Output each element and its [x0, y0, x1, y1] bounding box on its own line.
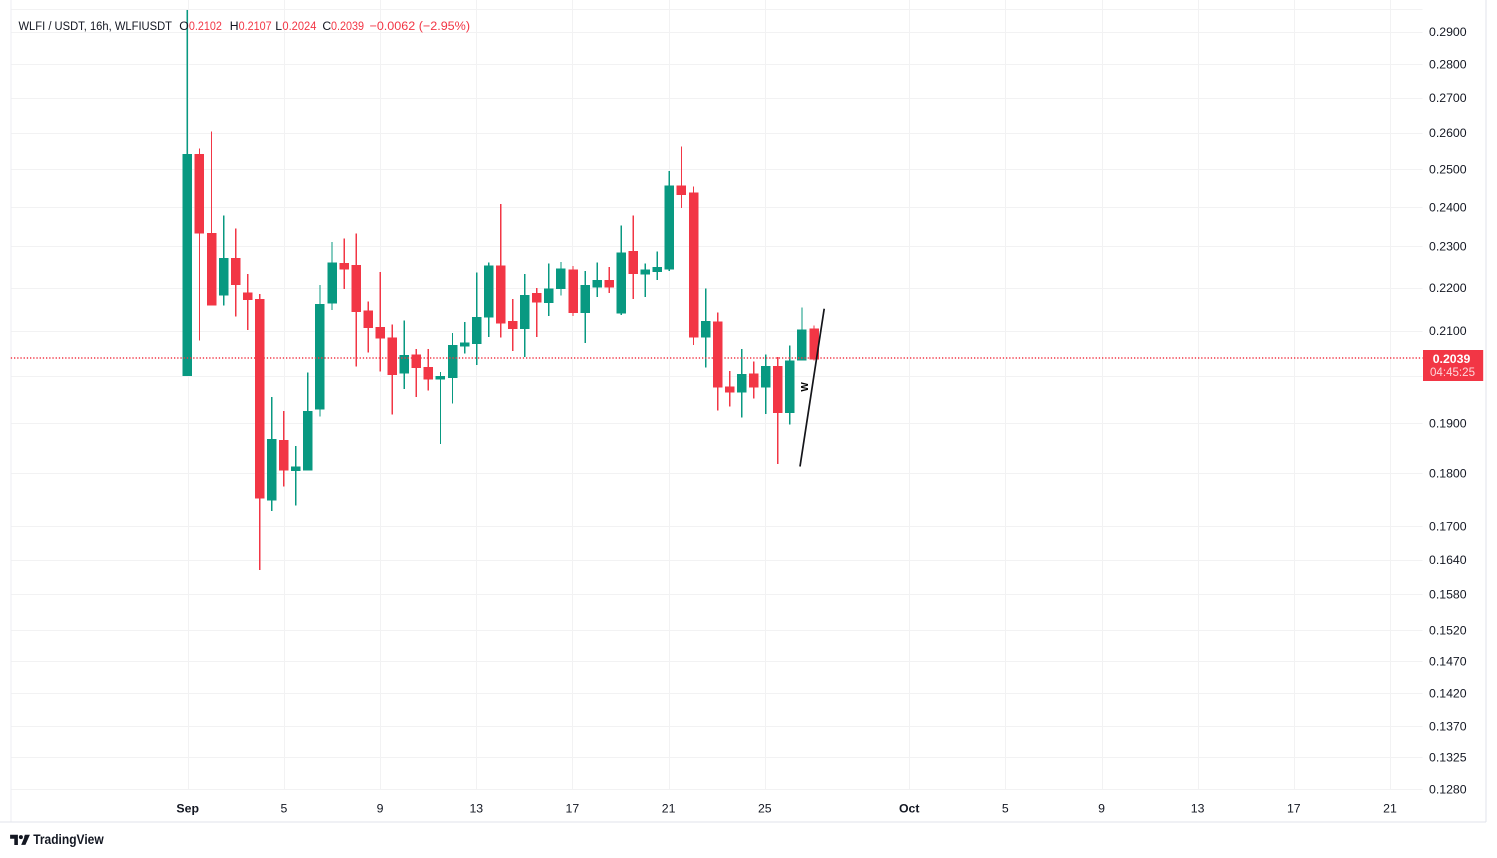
svg-text:0.2100: 0.2100: [1429, 324, 1467, 338]
svg-text:5: 5: [1002, 801, 1009, 815]
svg-text:0.2500: 0.2500: [1429, 163, 1467, 177]
svg-text:0.2700: 0.2700: [1429, 91, 1467, 105]
svg-text:0.1520: 0.1520: [1429, 623, 1467, 637]
svg-text:0.1580: 0.1580: [1429, 588, 1467, 602]
svg-text:0.1700: 0.1700: [1429, 520, 1467, 534]
svg-text:17: 17: [1287, 801, 1301, 815]
svg-text:0.2039: 0.2039: [331, 19, 364, 33]
svg-text:0.2900: 0.2900: [1429, 25, 1467, 39]
svg-text:0.2200: 0.2200: [1429, 281, 1467, 295]
svg-text:13: 13: [1191, 801, 1205, 815]
svg-text:9: 9: [377, 801, 384, 815]
svg-text:O: O: [179, 19, 188, 33]
svg-text:0.1370: 0.1370: [1429, 720, 1467, 734]
svg-text:0.2400: 0.2400: [1429, 200, 1467, 214]
svg-text:25: 25: [758, 801, 772, 815]
svg-text:0.2800: 0.2800: [1429, 58, 1467, 72]
svg-text:W: W: [800, 382, 811, 392]
svg-text:TradingView: TradingView: [33, 832, 104, 847]
svg-text:0.2107: 0.2107: [239, 19, 272, 33]
svg-text:5: 5: [280, 801, 287, 815]
svg-text:0.1470: 0.1470: [1429, 654, 1467, 668]
svg-text:17: 17: [566, 801, 580, 815]
svg-text:04:45:25: 04:45:25: [1430, 367, 1475, 379]
svg-text:L: L: [275, 19, 282, 33]
svg-text:0.2102: 0.2102: [189, 19, 222, 33]
svg-text:0.1420: 0.1420: [1429, 686, 1467, 700]
svg-text:H: H: [230, 19, 239, 33]
svg-text:0.1800: 0.1800: [1429, 467, 1467, 481]
svg-text:−0.0062 (−2.95%): −0.0062 (−2.95%): [370, 19, 471, 33]
svg-text:0.2600: 0.2600: [1429, 126, 1467, 140]
svg-text:Sep: Sep: [176, 801, 199, 815]
svg-text:21: 21: [662, 801, 676, 815]
svg-text:0.1900: 0.1900: [1429, 417, 1467, 431]
svg-text:0.2024: 0.2024: [282, 19, 316, 33]
svg-text:9: 9: [1098, 801, 1105, 815]
svg-text:WLFI / USDT, 16h, WLFIUSDT: WLFI / USDT, 16h, WLFIUSDT: [19, 19, 173, 33]
svg-text:0.1325: 0.1325: [1429, 751, 1467, 765]
svg-text:13: 13: [469, 801, 483, 815]
svg-text:0.1280: 0.1280: [1429, 783, 1467, 797]
svg-text:Oct: Oct: [899, 801, 920, 815]
svg-text:0.2300: 0.2300: [1429, 240, 1467, 254]
svg-text:C: C: [322, 19, 331, 33]
svg-text:0.1640: 0.1640: [1429, 553, 1467, 567]
svg-text:21: 21: [1383, 801, 1397, 815]
svg-text:0.2039: 0.2039: [1433, 352, 1471, 366]
